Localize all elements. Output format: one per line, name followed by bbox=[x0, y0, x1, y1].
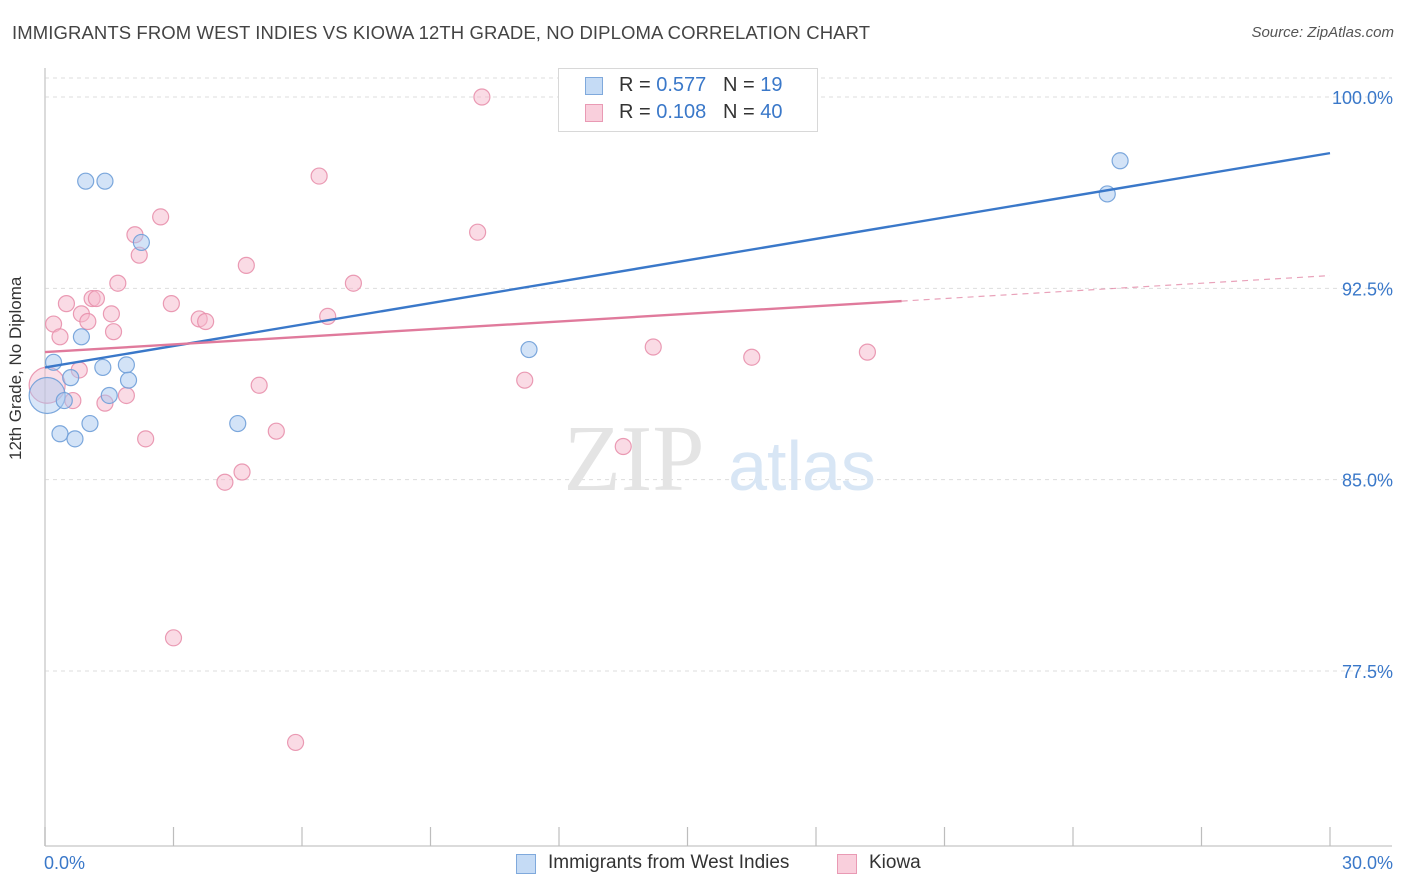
data-point-kiowa bbox=[267, 422, 285, 440]
data-point-kiowa bbox=[57, 295, 76, 313]
data-point-west-indies bbox=[229, 414, 247, 433]
data-point-kiowa bbox=[250, 376, 268, 394]
legend-r-label: R = bbox=[619, 74, 657, 96]
chart-title: IMMIGRANTS FROM WEST INDIES VS KIOWA 12T… bbox=[12, 22, 871, 43]
data-point-west-indies bbox=[132, 233, 150, 252]
data-point-west-indies bbox=[66, 430, 84, 448]
data-point-west-indies bbox=[520, 340, 538, 359]
data-point-west-indies bbox=[62, 369, 80, 387]
data-point-west-indies bbox=[55, 391, 73, 410]
watermark-atlas: atlas bbox=[728, 427, 876, 505]
data-point-kiowa bbox=[162, 295, 180, 313]
data-point-kiowa bbox=[152, 208, 170, 226]
x-tick-label-max: 30.0% bbox=[1342, 853, 1393, 873]
data-point-kiowa bbox=[237, 256, 255, 274]
trend-layer bbox=[44, 151, 1331, 369]
data-point-west-indies bbox=[77, 172, 95, 190]
data-point-kiowa bbox=[310, 167, 328, 185]
data-point-kiowa bbox=[109, 274, 127, 292]
bottom-legend-label: Kiowa bbox=[869, 852, 921, 873]
data-point-kiowa bbox=[104, 323, 123, 341]
data-point-kiowa bbox=[743, 348, 761, 366]
data-point-west-indies bbox=[96, 172, 114, 190]
trendline-kiowa-extension bbox=[901, 274, 1331, 302]
axis-layer bbox=[44, 68, 1392, 847]
legend-swatch-pink bbox=[585, 104, 603, 122]
data-point-west-indies bbox=[100, 386, 118, 405]
legend-r-value: 0.108 bbox=[656, 101, 707, 123]
data-point-kiowa bbox=[614, 437, 632, 456]
data-point-kiowa bbox=[137, 430, 155, 448]
watermark: ZIP atlas bbox=[564, 407, 876, 511]
trendline-west-indies bbox=[44, 151, 1331, 369]
data-point-kiowa bbox=[51, 328, 69, 346]
data-point-kiowa bbox=[473, 88, 491, 106]
legend-r-label: R = bbox=[619, 101, 657, 123]
trendline-kiowa bbox=[44, 299, 902, 354]
data-point-kiowa bbox=[286, 733, 305, 752]
data-point-kiowa bbox=[102, 305, 120, 323]
y-tick-label: 92.5% bbox=[1342, 279, 1393, 299]
x-tick-label-min: 0.0% bbox=[44, 853, 85, 873]
data-point-kiowa bbox=[469, 223, 487, 241]
legend-swatch-blue bbox=[585, 77, 603, 95]
data-point-west-indies bbox=[1111, 152, 1129, 170]
data-point-kiowa bbox=[644, 338, 662, 356]
points-layer bbox=[28, 88, 1129, 752]
legend-r-value: 0.577 bbox=[656, 74, 707, 96]
data-point-kiowa bbox=[197, 312, 215, 331]
tick-label-layer: 77.5% 85.0% 92.5% 100.0% 0.0% 30.0% bbox=[44, 88, 1393, 873]
data-point-kiowa bbox=[344, 274, 362, 292]
data-point-west-indies bbox=[119, 371, 138, 389]
data-point-kiowa bbox=[233, 463, 251, 481]
y-tick-label: 77.5% bbox=[1342, 662, 1393, 682]
data-point-kiowa bbox=[79, 312, 97, 331]
y-tick-label: 100.0% bbox=[1332, 88, 1393, 108]
y-tick-label: 85.0% bbox=[1342, 471, 1393, 491]
data-point-kiowa bbox=[87, 289, 106, 308]
source-credit: Source: ZipAtlas.com bbox=[1251, 24, 1394, 41]
data-point-west-indies bbox=[117, 356, 135, 374]
data-point-west-indies bbox=[51, 425, 69, 443]
bottom-legend-swatch-blue bbox=[516, 854, 536, 874]
data-point-west-indies bbox=[72, 328, 91, 346]
y-axis-label: 12th Grade, No Diploma bbox=[6, 276, 25, 460]
legend-n-label: N = bbox=[722, 101, 761, 123]
legend-n-value: 19 bbox=[760, 74, 783, 96]
bottom-legend-label: Immigrants from West Indies bbox=[548, 852, 790, 873]
data-point-kiowa bbox=[516, 371, 534, 389]
legend-n-label: N = bbox=[722, 74, 761, 96]
bottom-legend-swatch-pink bbox=[837, 854, 857, 874]
stats-legend: R = 0.577 N = 19 R = 0.108 N = 40 bbox=[558, 68, 818, 132]
data-point-kiowa bbox=[117, 386, 135, 405]
data-point-kiowa bbox=[216, 473, 234, 491]
data-point-west-indies bbox=[94, 358, 112, 377]
data-point-kiowa bbox=[858, 343, 877, 361]
grid-layer bbox=[45, 77, 1392, 672]
data-point-west-indies bbox=[81, 414, 99, 433]
data-point-kiowa bbox=[164, 629, 183, 647]
legend-n-value: 40 bbox=[760, 101, 783, 123]
watermark-zip: ZIP bbox=[564, 407, 705, 511]
